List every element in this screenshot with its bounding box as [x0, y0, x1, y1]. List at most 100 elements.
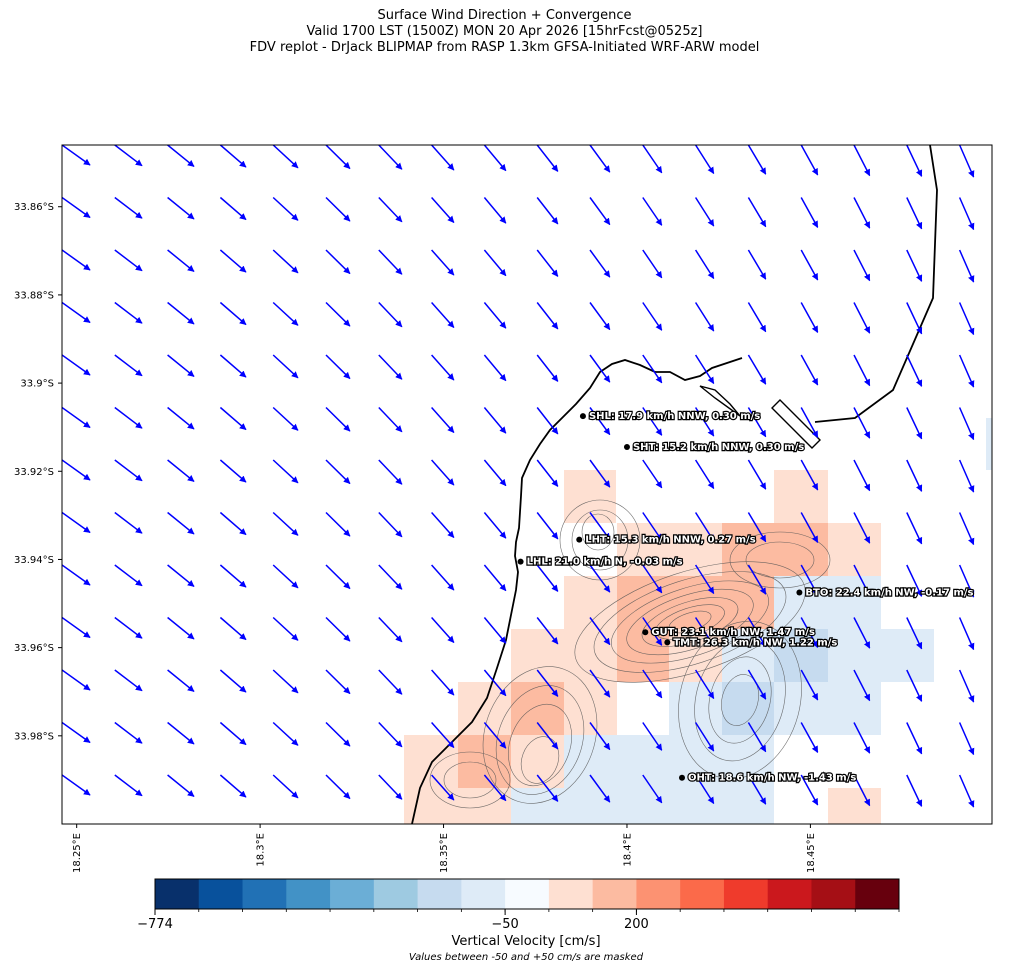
wind-arrow [958, 669, 975, 703]
wind-arrow [694, 669, 715, 700]
wind-arrow [536, 564, 559, 592]
terrain-contour-line [571, 509, 629, 571]
velocity-cell [828, 629, 881, 682]
velocity-cell [774, 629, 828, 682]
wind-arrow [960, 828, 974, 860]
wind-arrow [219, 459, 247, 483]
wind-arrow [114, 511, 143, 534]
wind-arrow [958, 249, 975, 283]
wind-arrow [483, 145, 507, 172]
wind-arrow [642, 564, 663, 594]
wind-arrow [958, 459, 975, 493]
velocity-cell [774, 470, 828, 523]
wind-arrow [431, 564, 455, 591]
wind-arrow [272, 406, 299, 431]
wind-arrow [694, 774, 715, 805]
wind-arrow [272, 145, 299, 169]
wind-arrow [853, 407, 871, 439]
wind-arrow [62, 459, 91, 481]
wind-arrow [431, 407, 455, 433]
wind-arrow [219, 249, 247, 273]
wind-arrow [431, 302, 455, 328]
wind-arrow [325, 564, 351, 590]
wind-arrow [589, 145, 611, 173]
wind-arrow [800, 407, 819, 438]
wind-arrow [219, 354, 247, 378]
colorbar-swatch [242, 879, 287, 909]
wind-arrow [537, 828, 558, 854]
wind-arrow [906, 302, 923, 335]
lat-tick-label: 33.9°S [20, 379, 54, 390]
map-frame [61, 144, 993, 825]
colorbar-tick-label: −50 [491, 917, 518, 932]
wind-arrow [483, 459, 507, 487]
wind-arrow [114, 406, 143, 429]
lon-tick-label: 18.45°E [806, 833, 817, 873]
wind-arrow [853, 564, 871, 597]
wind-arrow [272, 196, 299, 221]
wind-arrow [220, 828, 246, 850]
velocity-cell [774, 682, 828, 735]
wind-arrow [642, 145, 663, 174]
wind-arrow [431, 145, 455, 171]
wind-arrow [431, 459, 455, 486]
wind-arrow [694, 722, 715, 752]
wind-arrow [536, 302, 559, 330]
wind-arrow [958, 354, 975, 388]
terrain-contour-line [626, 588, 754, 656]
wind-arrow [589, 249, 611, 278]
lat-tick-label: 33.94°S [14, 555, 54, 566]
wind-arrow [747, 564, 767, 595]
lat-tick-label: 33.92°S [14, 467, 54, 478]
wind-arrow [483, 407, 507, 434]
wind-arrow [536, 459, 559, 487]
wind-arrow [589, 407, 611, 436]
wind-arrow [114, 301, 143, 324]
wind-arrow [431, 354, 455, 381]
wind-arrow [589, 669, 611, 698]
velocity-cell [828, 682, 881, 735]
wind-arrow [273, 828, 298, 851]
wind-arrow [748, 828, 765, 857]
wind-arrow [326, 828, 350, 852]
wind-arrow [272, 301, 299, 326]
wind-arrow [906, 669, 923, 702]
wind-arrow [906, 774, 923, 807]
title-line-3: FDV replot - DrJack BLIPMAP from RASP 1.… [249, 40, 760, 55]
wind-arrow [853, 617, 871, 649]
colorbar-swatch [198, 879, 244, 909]
wind-arrow [325, 249, 351, 275]
terrain-contour-line [429, 751, 511, 809]
wind-arrow [747, 459, 767, 490]
terrain-contour-line [443, 761, 497, 799]
wind-arrow [958, 722, 975, 756]
lat-tick-label: 33.86°S [14, 202, 54, 213]
terrain-contour-line [641, 597, 739, 647]
wind-arrow [747, 617, 767, 648]
wind-arrow [589, 302, 611, 331]
wind-arrow [114, 774, 143, 797]
wind-arrow [642, 249, 663, 279]
wind-arrow [378, 511, 403, 538]
wind-arrow [589, 564, 611, 593]
velocity-cell [722, 629, 774, 682]
colorbar-note: Values between -50 and +50 cm/s are mask… [408, 952, 644, 963]
wind-arrow [642, 774, 663, 804]
wind-arrow [853, 669, 871, 702]
wind-arrow [800, 564, 819, 596]
station-marker [579, 413, 586, 420]
lon-tick-label: 18.35°E [439, 833, 450, 873]
wind-arrow [114, 354, 143, 377]
terrain-contour-line [655, 604, 725, 640]
wind-arrow [167, 354, 195, 377]
title-block: Surface Wind Direction + Convergence Val… [0, 8, 1009, 56]
wind-arrow [483, 354, 507, 382]
wind-arrow [431, 197, 455, 223]
terrain-contour-line [508, 703, 572, 787]
wind-arrow [958, 145, 975, 178]
wind-arrow [325, 354, 351, 380]
station-label: BTO: 22.4 km/h NW, -0.17 m/s [805, 588, 973, 599]
wind-arrow [378, 249, 403, 275]
wind-arrow [272, 616, 299, 641]
wind-arrow [272, 564, 299, 589]
